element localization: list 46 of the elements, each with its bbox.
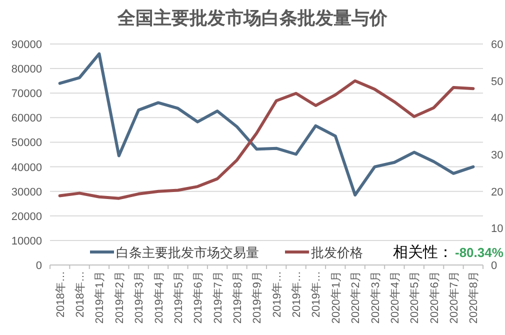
legend-label: 白条主要批发市场交易量 (116, 245, 259, 260)
y-tick-label: 30000 (11, 186, 42, 198)
y2-tick-label: 30 (491, 150, 504, 162)
line-series (58, 52, 475, 197)
y-tick-label: 50000 (11, 137, 42, 150)
annotation: -80.34% (455, 245, 504, 260)
x-tick-label: 2019年3月 (134, 271, 146, 324)
chart-title: 全国主要批发市场白条批发量与价 (116, 8, 388, 28)
x-tick-label: 2020年2月 (350, 271, 362, 324)
x-tick-label: 2018年… (74, 271, 87, 318)
x-tick-label: 2020年5月 (409, 271, 422, 324)
x-tick-label: 2019年4月 (153, 271, 166, 324)
y-tick-label: 20000 (11, 210, 42, 223)
y2-tick-label: 20 (491, 186, 504, 198)
x-tick-label: 2019年… (271, 271, 284, 318)
x-tick-label: 2020年8月 (468, 271, 480, 324)
y-tick-label: 80000 (11, 64, 42, 76)
y2-tick-label: 10 (491, 223, 504, 236)
y-tick-label: 40000 (11, 162, 42, 174)
line-series (58, 79, 475, 200)
y2-tick-label: 0 (491, 260, 498, 272)
y-tick-label: 60000 (11, 112, 42, 125)
annotation: 相关性： (393, 244, 453, 261)
x-tick-label: 2019年1月 (94, 271, 106, 324)
y2-tick-label: 50 (491, 76, 504, 88)
y-tick-label: 70000 (11, 88, 42, 100)
x-tick-label: 2020年7月 (448, 271, 460, 324)
y-tick-label: 0 (36, 260, 42, 272)
x-tick-label: 2018年… (54, 271, 67, 318)
x-tick-label: 2019年… (310, 271, 323, 318)
y-tick-label: 90000 (11, 39, 42, 51)
x-tick-label: 2019年9月 (252, 271, 264, 324)
y2-tick-label: 40 (491, 112, 504, 125)
x-tick-label: 2020年6月 (428, 271, 441, 324)
x-tick-label: 2019年6月 (192, 271, 205, 324)
x-tick-label: 2020年3月 (370, 271, 382, 324)
y-tick-label: 10000 (11, 235, 42, 248)
x-tick-label: 2019年7月 (212, 271, 224, 324)
x-tick-label: 2019年2月 (114, 271, 126, 324)
x-tick-label: 2019年… (291, 271, 304, 318)
legend-label: 批发价格 (311, 245, 363, 260)
x-tick-label: 2019年5月 (172, 271, 185, 324)
x-tick-label: 2019年8月 (232, 271, 244, 324)
x-tick-label: 2020年4月 (389, 271, 402, 324)
x-tick-label: 2020年1月 (330, 271, 342, 324)
y2-tick-label: 60 (491, 39, 504, 51)
